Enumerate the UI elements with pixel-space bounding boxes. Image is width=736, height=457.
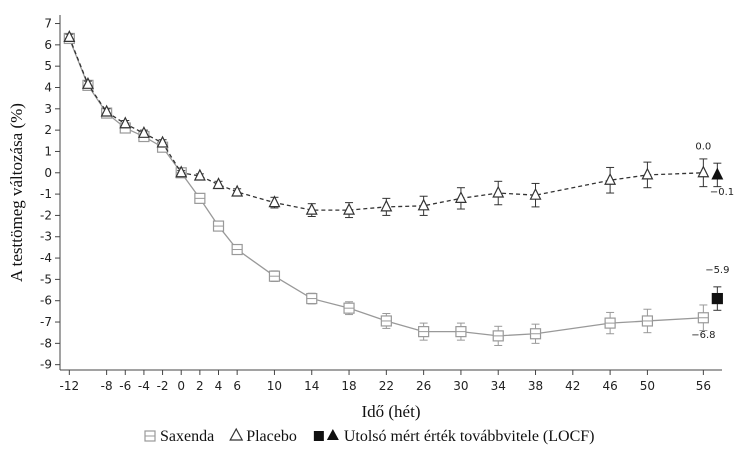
y-tick-label: 5 <box>44 59 52 73</box>
x-tick-label: 10 <box>267 379 282 393</box>
data-point <box>193 168 206 181</box>
data-label: −6.8 <box>691 330 715 341</box>
x-tick-label: 22 <box>379 379 394 393</box>
legend-item: Placebo <box>229 427 297 445</box>
x-tick-label: 46 <box>602 379 617 393</box>
data-point <box>697 165 710 178</box>
data-point <box>454 191 467 203</box>
legend-label: Placebo <box>246 428 297 445</box>
legend: Saxenda Placebo Utolsó mért érték továbbvi… <box>144 427 595 445</box>
y-tick-label: 3 <box>44 102 52 116</box>
data-point <box>529 187 542 200</box>
x-tick-label: 56 <box>696 379 711 393</box>
y-tick-label: 1 <box>44 144 52 158</box>
legend-item: Saxenda <box>144 428 214 445</box>
x-tick-label: 4 <box>215 379 223 393</box>
data-label: −0.1 <box>710 187 734 198</box>
y-tick-label: -8 <box>40 336 52 350</box>
y-tick-label: -4 <box>40 251 52 265</box>
x-tick-label: 34 <box>491 379 506 393</box>
y-tick-label: -9 <box>40 358 52 372</box>
locf-points <box>711 162 724 311</box>
y-tick-label: -7 <box>40 315 52 329</box>
y-tick-label: -6 <box>40 294 52 308</box>
y-axis-ticks: 7 6 5 4 3 2 1 0 -1 -2 -3 -4 -5 -6 -7 -8 -9 <box>40 17 60 372</box>
series-placebo <box>63 30 710 219</box>
y-tick-label: -5 <box>40 272 52 286</box>
series-saxenda <box>63 32 709 346</box>
legend-symbol <box>229 427 244 441</box>
data-point <box>268 195 281 208</box>
x-tick-label: -6 <box>119 379 131 393</box>
y-tick-label: 7 <box>44 17 52 31</box>
locf-marker <box>711 167 724 180</box>
x-tick-label: 26 <box>416 379 431 393</box>
data-point <box>305 202 318 215</box>
data-label: 0.0 <box>695 141 711 152</box>
x-tick-label: 2 <box>196 379 204 393</box>
legend-symbol <box>313 431 324 441</box>
data-point <box>492 185 505 198</box>
series-layer <box>63 30 724 346</box>
data-point <box>156 135 169 148</box>
legend-label: Saxenda <box>160 428 214 445</box>
data-point <box>175 165 188 178</box>
data-point <box>137 125 150 138</box>
y-tick-label: -2 <box>40 208 52 222</box>
y-axis-title: A testtömeg változása (%) <box>7 103 26 282</box>
legend-item: Utolsó mért érték továbbvitele (LOCF) <box>313 428 595 445</box>
y-tick-label: -1 <box>40 187 52 201</box>
x-tick-label: 6 <box>233 379 241 393</box>
y-tick-label: 4 <box>44 80 52 94</box>
legend-label: Utolsó mért érték továbbvitele (LOCF) <box>344 428 595 445</box>
y-tick-label: -3 <box>40 230 52 244</box>
x-tick-label: 42 <box>565 379 580 393</box>
annotations: 0.0 −0.1 −5.9 −6.8 <box>691 141 734 341</box>
data-point <box>604 172 617 185</box>
x-tick-label: 14 <box>304 379 319 393</box>
data-point <box>417 198 430 211</box>
x-tick-label: 38 <box>528 379 543 393</box>
data-point <box>100 104 113 117</box>
y-tick-label: 6 <box>44 38 52 52</box>
data-point <box>641 167 654 180</box>
data-point <box>82 76 94 89</box>
x-tick-label: -8 <box>101 379 113 393</box>
y-tick-label: 0 <box>44 166 52 180</box>
x-tick-label: -4 <box>138 379 150 393</box>
series-line <box>68 38 704 337</box>
data-point <box>63 30 76 42</box>
x-tick-label: 0 <box>177 379 185 393</box>
data-point <box>231 184 244 197</box>
x-tick-label: -2 <box>157 379 169 393</box>
legend-symbol <box>326 429 339 440</box>
data-point <box>119 116 132 129</box>
data-point <box>212 177 225 190</box>
x-axis-ticks: -12 -8 -6 -4 -2 0 2 4 6 10 14 18 22 26 30 34 38 42 46 50 56 <box>60 370 711 393</box>
locf-marker <box>711 292 723 305</box>
x-tick-label: 18 <box>341 379 356 393</box>
x-tick-label: -12 <box>60 379 80 393</box>
y-tick-label: 2 <box>44 123 52 137</box>
x-axis-title: Idő (hét) <box>361 402 420 421</box>
x-tick-label: 50 <box>640 379 655 393</box>
data-point <box>343 202 356 215</box>
data-label: −5.9 <box>705 265 729 276</box>
data-point <box>380 199 393 212</box>
x-tick-label: 30 <box>453 379 468 393</box>
